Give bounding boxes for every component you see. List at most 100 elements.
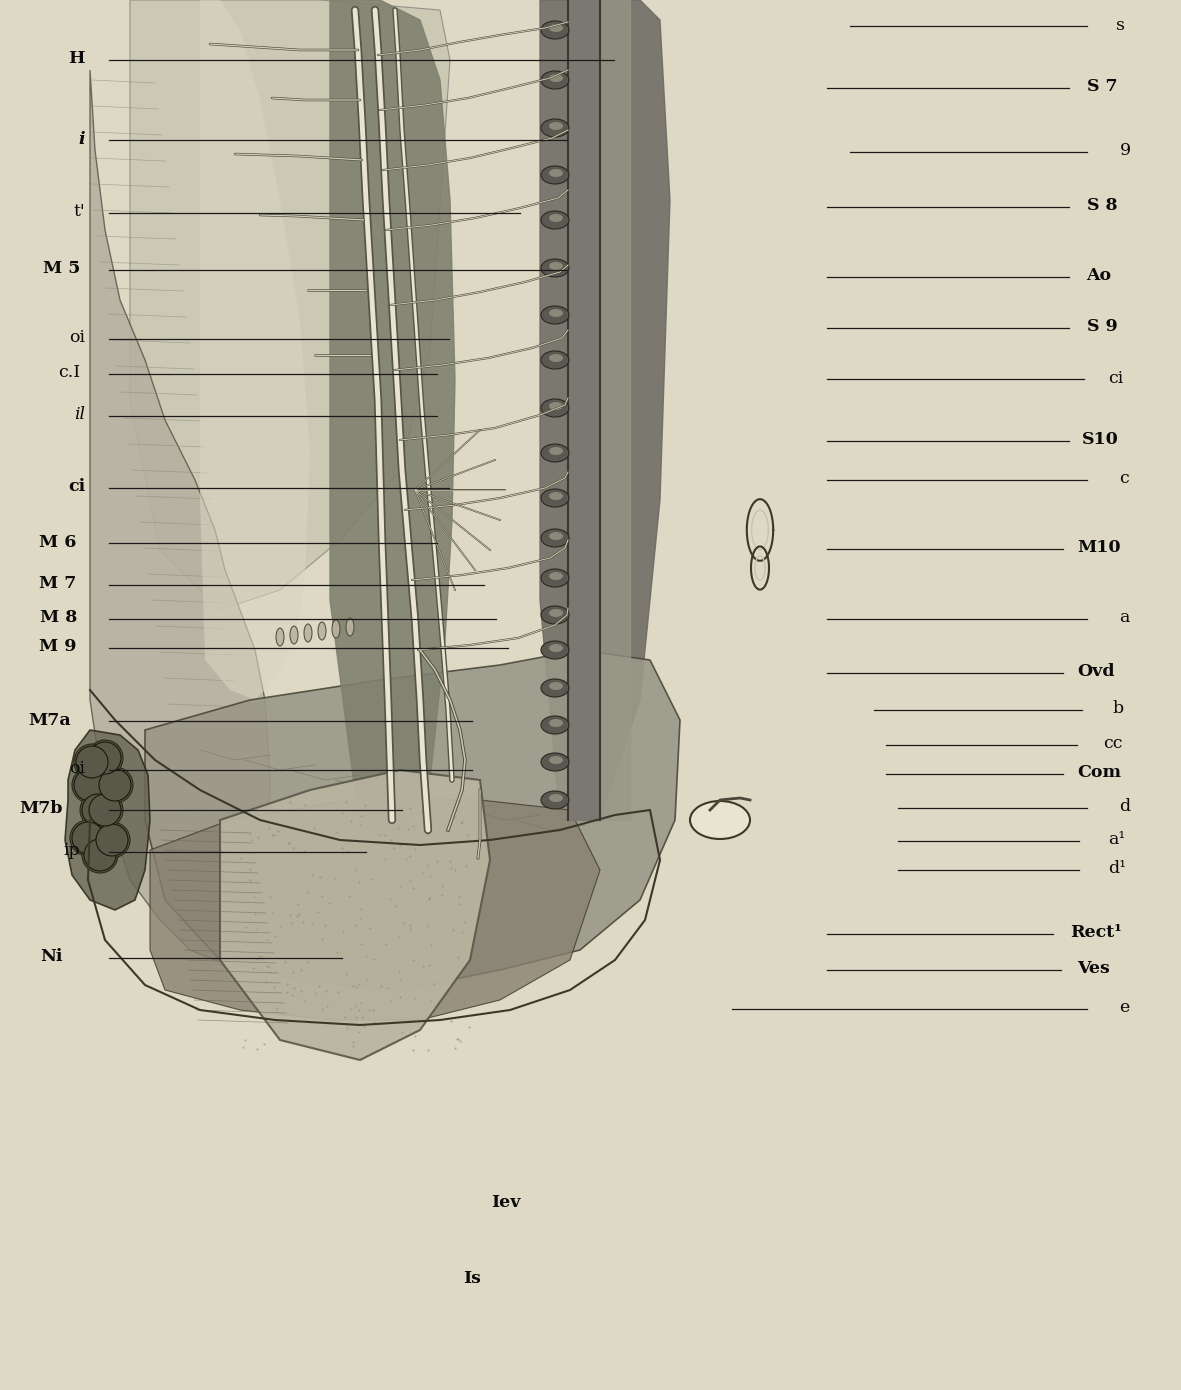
Circle shape [89,794,120,826]
Ellipse shape [541,21,569,39]
Ellipse shape [541,753,569,771]
Ellipse shape [332,620,340,638]
Text: M 7: M 7 [39,575,77,592]
Text: cc: cc [1103,735,1123,752]
Text: c: c [1120,470,1129,486]
Ellipse shape [541,352,569,368]
Ellipse shape [549,609,563,617]
Circle shape [93,796,113,817]
Text: Rect¹: Rect¹ [1070,924,1122,941]
Ellipse shape [541,259,569,277]
Text: Is: Is [463,1270,482,1287]
Text: M10: M10 [1077,539,1121,556]
Ellipse shape [541,569,569,587]
Circle shape [74,744,110,780]
Polygon shape [220,770,490,1061]
Text: S10: S10 [1082,431,1118,448]
Ellipse shape [541,165,569,183]
Circle shape [81,794,115,826]
Ellipse shape [541,791,569,809]
Ellipse shape [549,719,563,727]
Text: b: b [1113,701,1123,717]
Text: M 5: M 5 [43,260,80,277]
Ellipse shape [541,641,569,659]
Ellipse shape [549,573,563,580]
Polygon shape [329,0,455,840]
Ellipse shape [541,530,569,548]
Text: e: e [1120,999,1130,1016]
Text: ip: ip [64,842,80,859]
Circle shape [80,749,100,769]
Text: t': t' [73,203,85,220]
Ellipse shape [291,626,298,644]
Circle shape [84,840,116,872]
Ellipse shape [549,309,563,317]
Ellipse shape [541,606,569,624]
Circle shape [76,826,96,845]
Ellipse shape [549,122,563,131]
Ellipse shape [549,261,563,270]
Circle shape [99,769,131,801]
Polygon shape [600,0,629,820]
Circle shape [86,796,106,817]
Text: S 9: S 9 [1087,318,1117,335]
Text: Com: Com [1077,765,1121,781]
Ellipse shape [541,120,569,138]
Text: M7a: M7a [28,712,71,728]
Text: 9: 9 [1120,142,1130,158]
Circle shape [87,792,123,828]
Text: M7b: M7b [19,801,63,817]
Ellipse shape [346,619,354,637]
Ellipse shape [541,678,569,696]
Text: Ovd: Ovd [1077,663,1115,680]
Ellipse shape [541,716,569,734]
Ellipse shape [549,214,563,222]
Ellipse shape [549,794,563,802]
Ellipse shape [549,682,563,689]
Ellipse shape [549,74,563,82]
Text: s: s [1116,17,1125,33]
Circle shape [100,827,120,847]
Circle shape [72,821,104,853]
Circle shape [76,746,107,778]
Circle shape [96,824,128,856]
Text: Iev: Iev [491,1194,520,1211]
Text: M 8: M 8 [39,609,77,626]
Text: d: d [1120,798,1130,815]
Circle shape [93,745,113,765]
Ellipse shape [549,354,563,361]
Polygon shape [90,70,270,960]
Ellipse shape [549,492,563,500]
Polygon shape [65,730,150,910]
Polygon shape [150,801,600,1020]
Polygon shape [568,0,600,820]
Text: M 9: M 9 [39,638,77,655]
Text: M 6: M 6 [39,534,77,550]
Circle shape [87,739,123,776]
Ellipse shape [541,306,569,324]
Ellipse shape [549,170,563,177]
Circle shape [70,820,106,856]
Ellipse shape [549,756,563,765]
Ellipse shape [549,24,563,32]
Text: Ves: Ves [1077,960,1110,977]
Text: S 8: S 8 [1087,197,1117,214]
Text: S 7: S 7 [1087,78,1117,95]
Text: Ni: Ni [40,948,63,965]
Ellipse shape [549,532,563,539]
Ellipse shape [690,801,750,840]
Ellipse shape [549,448,563,455]
Circle shape [89,842,107,862]
Text: a: a [1120,609,1130,626]
Text: ci: ci [1108,370,1123,386]
Circle shape [89,742,120,774]
Text: a¹: a¹ [1108,831,1125,848]
Text: oi: oi [68,760,85,777]
Text: H: H [68,50,85,67]
Ellipse shape [549,402,563,410]
Text: i: i [78,131,85,147]
Ellipse shape [541,71,569,89]
Circle shape [103,771,123,792]
Polygon shape [200,0,309,701]
Text: Ao: Ao [1087,267,1111,284]
